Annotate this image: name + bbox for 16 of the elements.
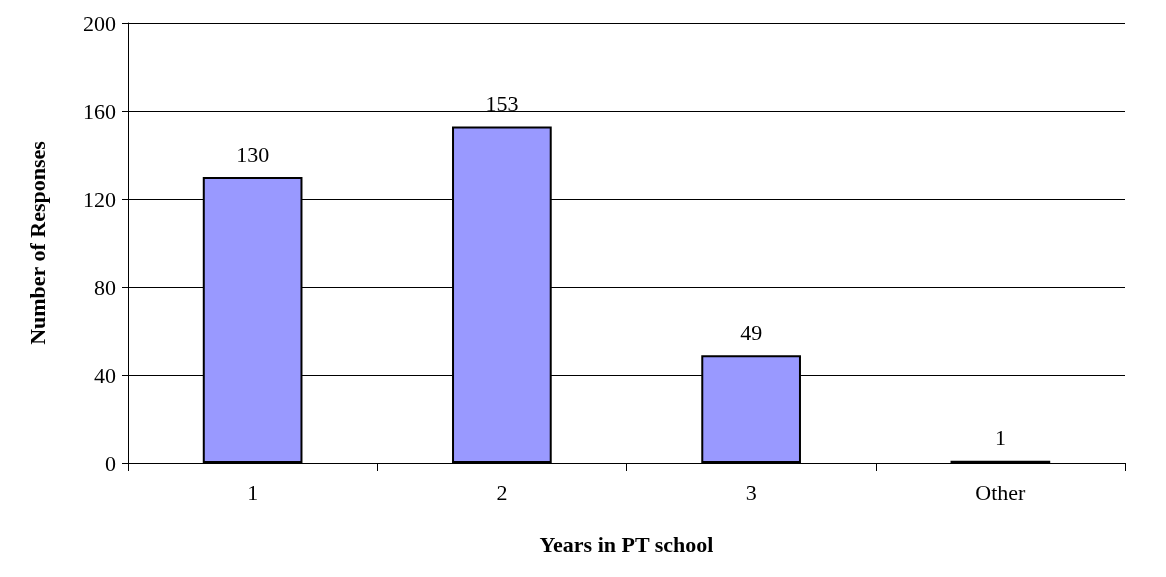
y-tick-label: 80 xyxy=(94,274,116,300)
x-axis-title: Years in PT school xyxy=(539,531,714,557)
y-tick-label: 40 xyxy=(94,362,116,388)
data-label: 130 xyxy=(236,141,270,167)
y-tick-label: 120 xyxy=(83,186,116,212)
data-label: 49 xyxy=(740,319,763,345)
x-tick-label: 2 xyxy=(496,479,508,505)
y-tick-label: 160 xyxy=(83,98,116,124)
y-axis-title: Number of Responses xyxy=(24,140,50,345)
y-tick-label: 200 xyxy=(83,10,116,36)
data-label: 1 xyxy=(994,425,1006,451)
x-tick-label: Other xyxy=(975,479,1027,505)
data-label: 153 xyxy=(485,90,519,116)
y-tick-label: 0 xyxy=(105,450,116,476)
x-tick-label: 1 xyxy=(247,479,259,505)
x-tick-label: 3 xyxy=(745,479,757,505)
